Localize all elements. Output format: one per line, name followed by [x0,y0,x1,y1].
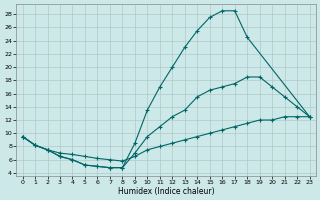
X-axis label: Humidex (Indice chaleur): Humidex (Indice chaleur) [118,187,214,196]
